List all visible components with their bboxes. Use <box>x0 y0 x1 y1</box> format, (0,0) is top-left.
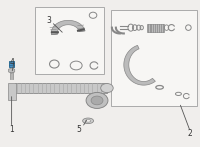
Bar <box>35 7 104 74</box>
Ellipse shape <box>85 120 91 122</box>
Bar <box>9 61 14 67</box>
Text: 1: 1 <box>9 125 14 134</box>
Bar <box>8 83 16 100</box>
Text: 3: 3 <box>46 16 51 25</box>
Text: 2: 2 <box>188 129 193 138</box>
Polygon shape <box>9 68 15 73</box>
Polygon shape <box>124 45 155 85</box>
Circle shape <box>101 83 113 93</box>
Bar <box>147 24 164 32</box>
Ellipse shape <box>83 118 94 124</box>
Bar <box>111 10 197 106</box>
Text: 4: 4 <box>9 58 14 67</box>
Bar <box>15 83 107 93</box>
Circle shape <box>86 92 108 108</box>
Circle shape <box>91 96 103 105</box>
Text: 5: 5 <box>77 125 82 134</box>
Polygon shape <box>51 20 85 35</box>
